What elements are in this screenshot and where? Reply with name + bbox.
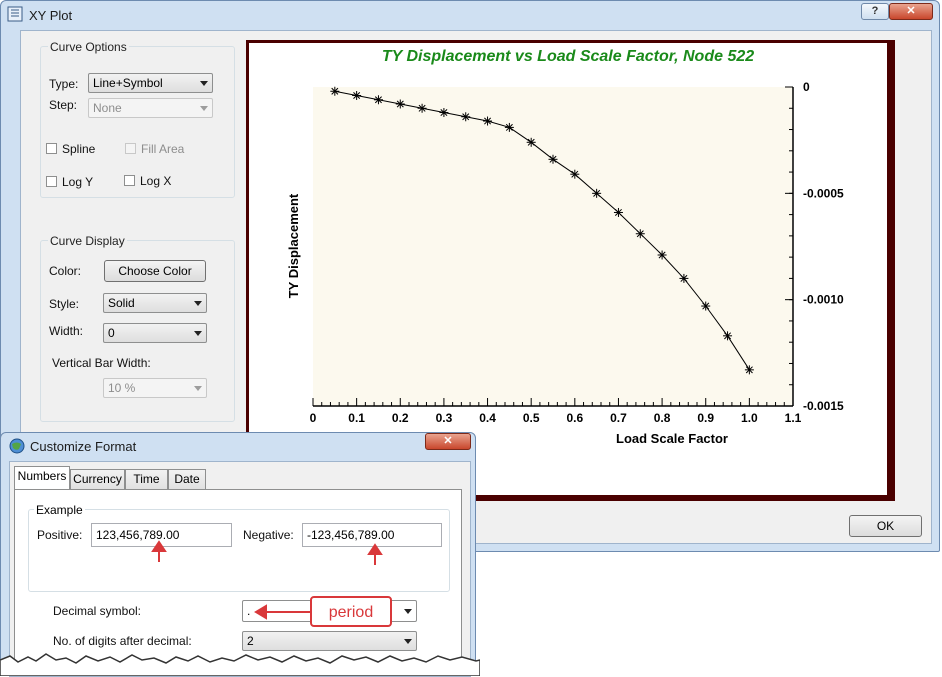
log-x-checkbox[interactable]: [124, 175, 135, 186]
style-label: Style:: [49, 297, 79, 311]
digits-after-decimal-label: No. of digits after decimal:: [53, 634, 192, 648]
choose-color-button[interactable]: Choose Color: [104, 260, 206, 282]
decimal-symbol-value: .: [247, 604, 250, 618]
close-button[interactable]: ✕: [425, 433, 471, 450]
x-axis-label: Load Scale Factor: [616, 431, 728, 446]
plot-area: [313, 87, 793, 406]
tab-time[interactable]: Time: [125, 469, 168, 490]
width-label: Width:: [49, 324, 83, 338]
step-select-value: None: [93, 101, 122, 115]
tab-currency[interactable]: Currency: [70, 469, 125, 490]
x-tick-label: 0.3: [436, 411, 453, 425]
x-tick-label: 1.1: [785, 411, 802, 425]
window-title: XY Plot: [29, 8, 72, 23]
log-x-label: Log X: [140, 174, 171, 188]
close-button[interactable]: ✕: [889, 3, 933, 20]
width-select-value: 0: [108, 326, 115, 340]
x-tick-label: 0.2: [392, 411, 409, 425]
tab-date[interactable]: Date: [168, 469, 206, 490]
app-icon: [7, 6, 23, 22]
style-select-value: Solid: [108, 296, 135, 310]
x-tick-label: 0.4: [479, 411, 496, 425]
chevron-down-icon: [194, 301, 202, 306]
y-tick-label: -0.0010: [803, 293, 844, 307]
y-axis-label: TY Displacement: [286, 193, 301, 298]
chevron-down-icon: [194, 386, 202, 391]
chevron-down-icon: [404, 639, 412, 644]
example-label: Example: [34, 503, 85, 517]
chart-title: TY Displacement vs Load Scale Factor, No…: [382, 48, 754, 65]
x-tick-label: 0.6: [566, 411, 583, 425]
log-y-checkbox[interactable]: [46, 176, 57, 187]
ok-button[interactable]: OK: [849, 515, 922, 537]
spline-label: Spline: [62, 142, 95, 156]
type-select[interactable]: Line+Symbol: [88, 73, 213, 93]
digits-after-decimal-value: 2: [247, 634, 254, 648]
y-tick-label: 0: [803, 80, 810, 94]
step-select[interactable]: None: [88, 98, 213, 118]
width-select[interactable]: 0: [103, 323, 207, 343]
globe-icon: [9, 438, 25, 454]
chevron-down-icon: [200, 106, 208, 111]
positive-label: Positive:: [37, 528, 82, 542]
customize-format-title: Customize Format: [30, 439, 136, 454]
positive-example-field[interactable]: 123,456,789.00: [91, 523, 232, 547]
chevron-down-icon: [404, 609, 412, 614]
decimal-symbol-select[interactable]: .: [242, 600, 417, 622]
log-y-label: Log Y: [62, 175, 93, 189]
fill-area-label: Fill Area: [141, 142, 184, 156]
vertical-bar-width-select[interactable]: 10 %: [103, 378, 207, 398]
x-tick-label: 0.8: [654, 411, 671, 425]
type-select-value: Line+Symbol: [93, 76, 163, 90]
curve-options-label: Curve Options: [48, 40, 129, 54]
tab-numbers[interactable]: Numbers: [14, 466, 70, 490]
x-tick-label: 0: [310, 411, 317, 425]
chevron-down-icon: [200, 81, 208, 86]
torn-edge: [0, 648, 480, 676]
step-label: Step:: [49, 98, 77, 112]
example-group: [28, 509, 450, 592]
decimal-symbol-label: Decimal symbol:: [53, 604, 141, 618]
color-label: Color:: [49, 264, 81, 278]
chevron-down-icon: [194, 331, 202, 336]
type-label: Type:: [49, 77, 78, 91]
vertical-bar-width-value: 10 %: [108, 381, 135, 395]
fill-area-checkbox[interactable]: [125, 143, 136, 154]
x-tick-label: 0.5: [523, 411, 540, 425]
x-tick-label: 1.0: [741, 411, 758, 425]
curve-display-label: Curve Display: [48, 234, 127, 248]
y-tick-label: -0.0015: [803, 399, 844, 413]
negative-label: Negative:: [243, 528, 294, 542]
x-tick-label: 0.7: [610, 411, 627, 425]
vertical-bar-width-label: Vertical Bar Width:: [52, 356, 151, 370]
x-tick-label: 0.1: [348, 411, 365, 425]
help-button[interactable]: ?: [861, 3, 889, 20]
y-tick-label: -0.0005: [803, 186, 844, 200]
negative-example-field[interactable]: -123,456,789.00: [302, 523, 442, 547]
spline-checkbox[interactable]: [46, 143, 57, 154]
x-tick-label: 0.9: [697, 411, 714, 425]
style-select[interactable]: Solid: [103, 293, 207, 313]
